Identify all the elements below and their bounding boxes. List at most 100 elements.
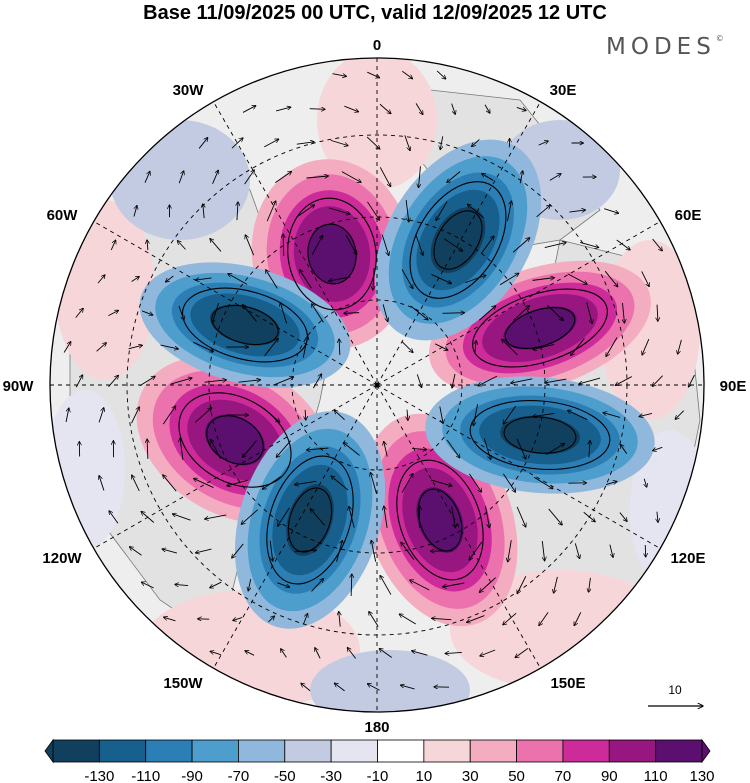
wind-arrow: [233, 617, 243, 620]
wind-arrow: [603, 413, 621, 418]
colorbar-tick-label-3: -70: [228, 768, 250, 783]
wind-arrow: [198, 138, 208, 149]
wind-arrow: [128, 345, 143, 350]
wind-arrow: [276, 440, 291, 458]
wind-arrow: [262, 476, 281, 489]
wind-arrow: [436, 70, 446, 79]
wind-arrow: [548, 508, 562, 525]
colorbar-swatch-8: [423, 739, 471, 763]
wind-arrow: [402, 70, 412, 79]
wind-arrow: [439, 406, 443, 424]
wind-arrow: [330, 139, 348, 145]
wind-arrow: [228, 274, 248, 285]
wind-arrow: [657, 511, 658, 523]
wind-arrow: [311, 235, 322, 255]
wind-arrow: [193, 341, 214, 351]
wind-arrow: [280, 302, 288, 324]
wind-arrow: [554, 576, 558, 593]
wind-arrow: [538, 141, 549, 146]
graticule: [50, 58, 704, 712]
wind-arrow: [419, 166, 421, 187]
lon-label-30w: 30W: [173, 82, 205, 99]
colorbar-swatch-4: [238, 739, 286, 763]
colorbar-tick-label-10: 70: [555, 768, 572, 783]
wind-arrow: [131, 276, 140, 282]
wind-arrow: [205, 514, 227, 519]
wind-arrow: [310, 509, 326, 526]
wind-arrow: [307, 448, 329, 450]
wind-arrow: [482, 174, 494, 181]
wind-arrow: [344, 105, 358, 112]
lon-label-0: 0: [373, 37, 381, 54]
colorbar-tick-label-13: 130: [689, 768, 714, 783]
wind-arrow: [339, 611, 341, 627]
wind-arrow: [415, 103, 423, 114]
wind-arrow: [467, 615, 485, 623]
colorbar-swatch-0: [52, 739, 100, 763]
wind-arrow: [446, 439, 460, 458]
wind-arrow: [367, 684, 380, 691]
wind-arrow: [401, 341, 413, 353]
wind-arrow: [382, 304, 388, 321]
wind-arrow: [195, 548, 212, 553]
wind-arrow: [336, 540, 343, 562]
vortex-cells: [136, 139, 655, 629]
wind-arrow: [238, 380, 261, 383]
lon-label-90e: 90E: [720, 378, 747, 395]
wind-arrow: [407, 409, 408, 421]
wind-arrow: [380, 575, 392, 595]
wind-arrow: [400, 685, 415, 690]
copyright-mark: ©: [715, 34, 724, 43]
wind-arrow: [609, 544, 613, 558]
map-disc: [50, 58, 704, 712]
wind-arrow: [63, 342, 71, 353]
wind-arrow: [536, 205, 551, 218]
colorbar-tick-label-6: -10: [367, 768, 389, 783]
wind-arrow: [203, 204, 204, 219]
wind-arrow: [212, 170, 219, 185]
wind-arrow: [369, 611, 379, 627]
wind-arrow: [516, 438, 526, 459]
wind-arrow: [516, 506, 526, 527]
colorbar-tick-label-12: 110: [644, 768, 668, 783]
lon-label-120e: 120E: [670, 550, 705, 567]
lon-label-150w: 150W: [163, 675, 203, 692]
map-title: Base 11/09/2025 00 UTC, valid 12/09/2025…: [143, 2, 607, 24]
lon-label-180: 180: [364, 719, 389, 736]
wind-arrow: [341, 171, 361, 183]
wind-arrow: [434, 343, 448, 350]
wind-arrow: [586, 302, 592, 323]
lon-label-90w: 90W: [3, 378, 35, 395]
wind-arrow: [302, 613, 307, 625]
wind-arrow: [616, 239, 630, 250]
wind-arrow: [467, 204, 484, 219]
wind-arrow: [312, 304, 324, 323]
wind-arrow: [642, 338, 650, 355]
wind-arrow: [547, 305, 564, 320]
wind-arrow: [567, 273, 587, 284]
wind-arrow: [266, 201, 276, 222]
wind-arrow: [245, 235, 255, 256]
wind-arrow: [639, 412, 653, 416]
lon-label-60e: 60E: [675, 207, 702, 224]
wind-arrow: [653, 446, 663, 450]
wind-arrow: [401, 542, 415, 561]
wind-arrow: [99, 476, 105, 491]
lon-label-30e: 30E: [550, 82, 577, 99]
wind-arrow: [415, 234, 423, 256]
wind-arrow: [276, 107, 291, 112]
wind-arrow: [312, 374, 321, 389]
wind-arrow: [479, 577, 496, 593]
wind-arrow: [520, 171, 523, 184]
wind-arrow: [379, 649, 393, 658]
wind-arrow: [513, 306, 529, 321]
wind-arrow: [379, 167, 390, 186]
wind-arrow: [657, 304, 658, 322]
wind-arrow: [622, 302, 624, 323]
wind-arrow: [232, 543, 244, 558]
wind-arrow: [478, 306, 496, 321]
wind-arrow: [343, 443, 360, 456]
map-border: [49, 57, 705, 713]
wind-arrow: [210, 581, 222, 588]
